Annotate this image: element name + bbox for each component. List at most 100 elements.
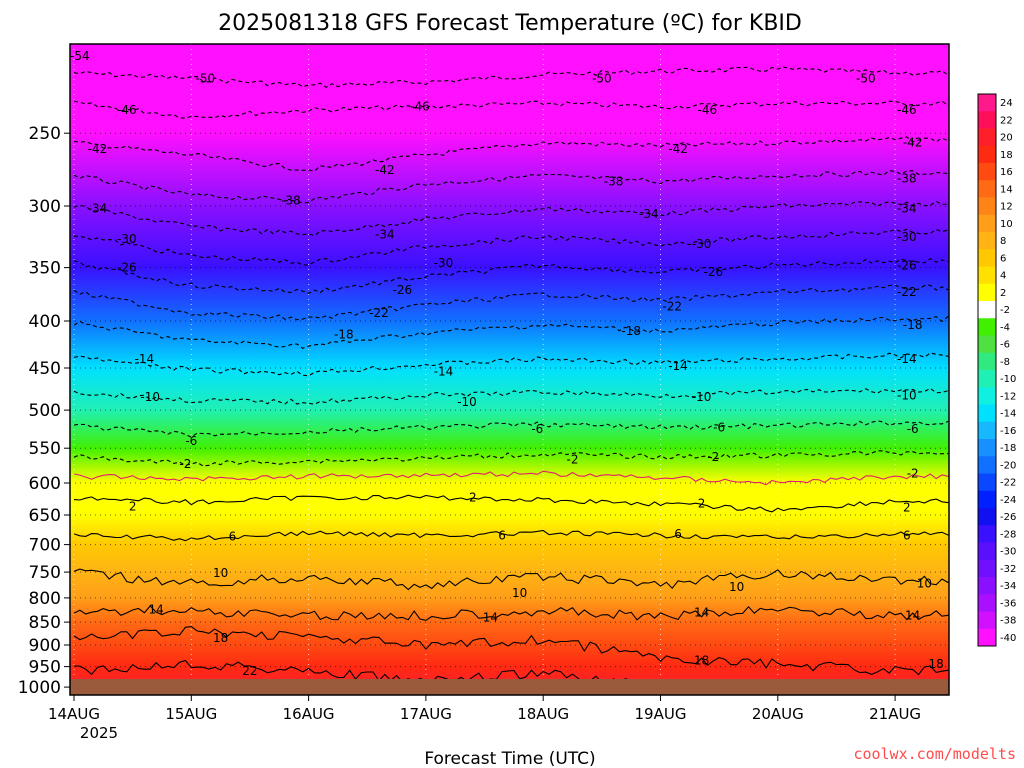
contour-label: -2 — [567, 453, 579, 467]
contour-label: -46 — [117, 103, 137, 117]
colorbar-swatch — [978, 577, 996, 595]
contour-line — [73, 228, 949, 266]
colorbar-swatch — [978, 559, 996, 578]
colorbar-label: 2 — [1000, 288, 1006, 299]
y-axis-pressure: 250 300 350 400 450 500 550 600 650 700 750 800 850 9… — [18, 124, 70, 698]
contour-label: -22 — [369, 306, 389, 320]
colorbar-label: -12 — [1000, 391, 1016, 402]
contour-line — [73, 420, 949, 438]
contour-label: 2 — [129, 499, 137, 513]
y-tick-label: 400 — [29, 312, 61, 332]
y-tick-label: 300 — [29, 197, 61, 217]
x-tick-label: 20AUG — [752, 705, 804, 723]
y-tick-label: 850 — [29, 613, 61, 633]
colorbar-swatch — [978, 283, 996, 302]
y-tick-label: 600 — [29, 474, 61, 494]
colorbar-label: -20 — [1000, 460, 1016, 471]
contour-label: -34 — [897, 202, 917, 216]
x-tick-label: 14AUG — [48, 705, 100, 723]
contour-label: -42 — [668, 142, 688, 156]
colorbar-label: -14 — [1000, 409, 1016, 420]
colorbar-frame — [977, 93, 997, 647]
contour-label: -38 — [604, 174, 624, 188]
contour-label: 10 — [729, 580, 744, 594]
colorbar-label: -28 — [1000, 529, 1016, 540]
colorbar-label: -32 — [1000, 564, 1016, 575]
contour-label: -10 — [897, 389, 917, 403]
credit-link[interactable]: coolwx.com/modelts — [853, 745, 1016, 763]
colorbar-swatch — [978, 508, 996, 526]
colorbar-swatch — [978, 197, 996, 216]
x-axis-title: Forecast Time (UTC) — [424, 749, 595, 768]
contour-label: 22 — [242, 664, 257, 678]
contour-label: -14 — [897, 352, 917, 366]
colorbar-swatch — [978, 456, 996, 474]
colorbar-swatch — [978, 439, 996, 457]
colorbar-label: -34 — [1000, 581, 1016, 592]
colorbar-swatch — [978, 490, 996, 509]
colorbar-swatch — [978, 421, 996, 440]
contour-label: 18 — [929, 657, 944, 671]
y-tick-label: 250 — [29, 124, 61, 144]
contour-label: -6 — [531, 422, 543, 436]
contour-label: 6 — [674, 527, 682, 541]
contour-label: -18 — [334, 328, 354, 342]
contour-label: -22 — [897, 285, 917, 299]
contour-line — [73, 450, 949, 467]
contour-label: 14 — [483, 610, 498, 624]
contour-label: -54 — [70, 49, 90, 63]
x-tick-label: 16AUG — [283, 705, 335, 723]
colorbar-label: 16 — [1000, 167, 1013, 178]
contour-line — [73, 387, 949, 405]
colorbar-label: 24 — [1000, 98, 1013, 109]
contour-line — [73, 284, 949, 321]
colorbar-swatch — [978, 301, 996, 319]
colorbar-label: -2 — [1000, 305, 1010, 316]
contour-label: -50 — [196, 71, 216, 85]
colorbar-swatch — [978, 214, 996, 233]
contour-line — [73, 66, 949, 88]
contour-line — [73, 136, 949, 172]
colorbar-label: 22 — [1000, 115, 1013, 126]
contour-label: 18 — [694, 654, 709, 668]
contour-label: 6 — [903, 528, 911, 542]
contour-label: -18 — [903, 318, 923, 332]
colorbar-label: 4 — [1000, 271, 1006, 282]
contour-line — [73, 100, 949, 119]
contour-label: 6 — [498, 528, 506, 542]
contour-label: -46 — [698, 103, 718, 117]
contour-line — [73, 352, 949, 377]
contour-label: -14 — [434, 365, 454, 379]
plot-frame — [69, 43, 950, 696]
contour-line — [73, 494, 949, 513]
colorbar-label: -24 — [1000, 495, 1016, 506]
contour-label: -6 — [185, 434, 197, 448]
contour-label: -50 — [592, 71, 612, 85]
colorbar-label: 18 — [1000, 150, 1013, 161]
y-tick-label: 700 — [29, 536, 61, 556]
colorbar-swatch — [978, 611, 996, 630]
contour-label: -30 — [897, 230, 917, 244]
contour-label: 10 — [917, 577, 932, 591]
contour-label: -22 — [662, 300, 682, 314]
colorbar-label: 6 — [1000, 253, 1006, 264]
temperature-field — [70, 44, 949, 695]
colorbar-swatch — [978, 249, 996, 267]
contour-line — [73, 605, 949, 621]
x-tick-label: 18AUG — [517, 705, 569, 723]
contour-label: -26 — [393, 283, 413, 297]
colorbar-label: -22 — [1000, 478, 1016, 489]
contour-label: -42 — [375, 163, 395, 177]
contour-label: -6 — [713, 420, 725, 434]
contour-label: -2 — [907, 467, 919, 481]
contour-label: -14 — [135, 352, 155, 366]
contour-label: -10 — [457, 395, 477, 409]
contour-label: -38 — [281, 194, 301, 208]
y-tick-label: 1000 — [18, 678, 61, 698]
colorbar-swatch — [978, 111, 996, 129]
y-tick-label: 900 — [29, 636, 61, 656]
contour-label: 6 — [229, 530, 237, 544]
colorbar-swatch — [978, 525, 996, 543]
colorbar-label: -10 — [1000, 374, 1016, 385]
